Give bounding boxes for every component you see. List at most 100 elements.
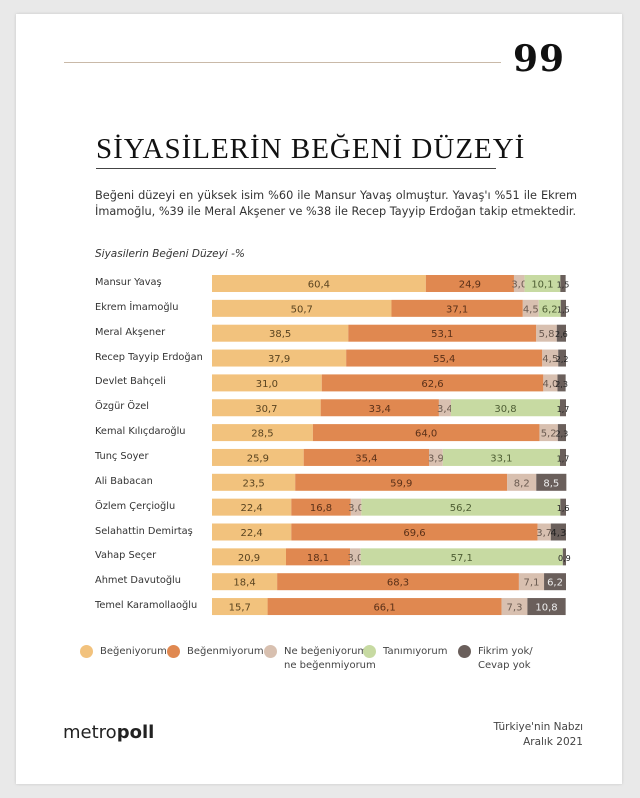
page-card [16, 14, 622, 784]
category-label: Vahap Seçer [95, 550, 157, 562]
data-label: 64,0 [415, 429, 437, 440]
bar-segment [212, 374, 322, 392]
bar-segment [212, 299, 392, 317]
bar-segment [321, 374, 544, 392]
metropoll-logo: metropoll [63, 722, 154, 743]
legend-line: Beğenmiyorum [187, 646, 264, 657]
bar-segment [348, 324, 537, 342]
bar-segment [442, 448, 560, 466]
category-label: Meral Akşener [95, 326, 166, 338]
bar-segment [212, 473, 296, 491]
category-label: Kemal Kılıçdaroğlu [95, 426, 186, 438]
bar-segment [212, 324, 349, 342]
data-label: 50,7 [291, 304, 313, 315]
data-label: 69,6 [403, 528, 425, 539]
bar-segment [267, 598, 502, 616]
data-label: 31,0 [256, 379, 278, 390]
legend-item: Fikrim yok/Cevap yok [458, 645, 533, 673]
bar-segment [212, 424, 313, 442]
legend-swatch [458, 645, 471, 658]
data-label: 62,6 [421, 379, 443, 390]
bar-segment [562, 548, 566, 566]
bar-segment [212, 399, 321, 417]
category-label: Tunç Soyer [95, 450, 149, 462]
bar-segment [212, 498, 292, 516]
data-label: 3,0 [348, 503, 364, 514]
bar-segment [350, 548, 361, 566]
category-label: Ali Babacan [95, 475, 153, 487]
data-label: 22,4 [241, 528, 263, 539]
source-line2: Aralık 2021 [523, 736, 583, 748]
bar-segment [295, 473, 508, 491]
legend-line: Cevap yok [478, 660, 531, 671]
data-label: 4,0 [542, 379, 558, 390]
data-label: 8,2 [514, 478, 530, 489]
bar-segment [560, 275, 566, 292]
bar-segment [277, 573, 519, 591]
data-label: 3,0 [511, 280, 527, 291]
data-label: 2,6 [555, 330, 568, 339]
data-label: 8,5 [543, 478, 559, 489]
legend-text: Ne beğeniyorum ne beğenmiyorum [284, 645, 376, 673]
category-label: Devlet Bahçeli [95, 376, 166, 388]
bar-segment [536, 473, 567, 491]
category-label: Ahmet Davutoğlu [95, 575, 181, 587]
data-label: 59,9 [390, 478, 412, 489]
bar-segment [559, 399, 566, 417]
data-label: 57,1 [451, 553, 473, 564]
legend-line: Beğeniyorum [100, 646, 167, 657]
logo-text-light: metro [63, 722, 117, 743]
legend-item: Beğeniyorum [80, 645, 167, 659]
bar-segment [312, 424, 540, 442]
data-label: 33,1 [490, 453, 512, 464]
logo-text-bold: poll [116, 722, 155, 743]
data-label: 1,6 [557, 504, 570, 513]
data-label: 55,4 [433, 354, 455, 365]
bar-segment [536, 324, 557, 342]
bar-segment [303, 448, 430, 466]
bar-segment [429, 448, 443, 466]
data-label: 37,1 [446, 304, 468, 315]
bar-segment [320, 399, 439, 417]
chart-title: Siyasilerin Beğeni Düzeyi -% [95, 248, 245, 260]
data-label: 56,2 [450, 503, 472, 514]
category-label: Mansur Yavaş [95, 277, 162, 288]
bar-segment [212, 275, 426, 292]
data-label: 6,2 [542, 304, 558, 315]
data-label: 5,8 [539, 329, 555, 340]
bar-segment [212, 523, 292, 541]
data-label: 16,8 [310, 503, 332, 514]
legend-line: Tanımıyorum [383, 646, 448, 657]
data-label: 1,5 [557, 305, 570, 314]
data-label: 3,9 [428, 453, 444, 464]
category-label: Özgür Özel [95, 401, 150, 413]
data-label: 3,0 [347, 553, 363, 564]
data-label: 38,5 [269, 329, 291, 340]
bar-segment [346, 349, 543, 367]
legend-swatch [167, 645, 180, 658]
data-label: 18,4 [233, 578, 255, 589]
data-label: 6,2 [547, 578, 563, 589]
data-label: 10,1 [531, 280, 553, 291]
bar-segment [557, 424, 566, 442]
bar-segment [538, 299, 561, 317]
category-label: Özlem Çerçioğlu [95, 500, 176, 512]
bar-segment [285, 548, 351, 566]
page-title: SİYASİLERİN BEĞENİ DÜZEYİ [96, 133, 526, 165]
source-note: Türkiye'nin Nabzı Aralık 2021 [494, 720, 583, 750]
legend-item: Ne beğeniyorum ne beğenmiyorum [264, 645, 376, 673]
bar-segment [557, 374, 566, 392]
bar-segment [513, 275, 525, 292]
bar-segment [501, 598, 528, 616]
bar-segment [507, 473, 537, 491]
data-label: 20,9 [238, 553, 260, 564]
data-label: 24,9 [459, 280, 481, 291]
bar-segment [558, 349, 566, 367]
page-number: 99 [513, 38, 566, 80]
legend-line: Ne beğeniyorum [284, 646, 368, 657]
source-line1: Türkiye'nin Nabzı [493, 721, 583, 733]
bar-segment [450, 399, 560, 417]
data-label: 53,1 [431, 329, 453, 340]
bar-segment [560, 498, 566, 516]
data-label: 28,5 [251, 429, 273, 440]
